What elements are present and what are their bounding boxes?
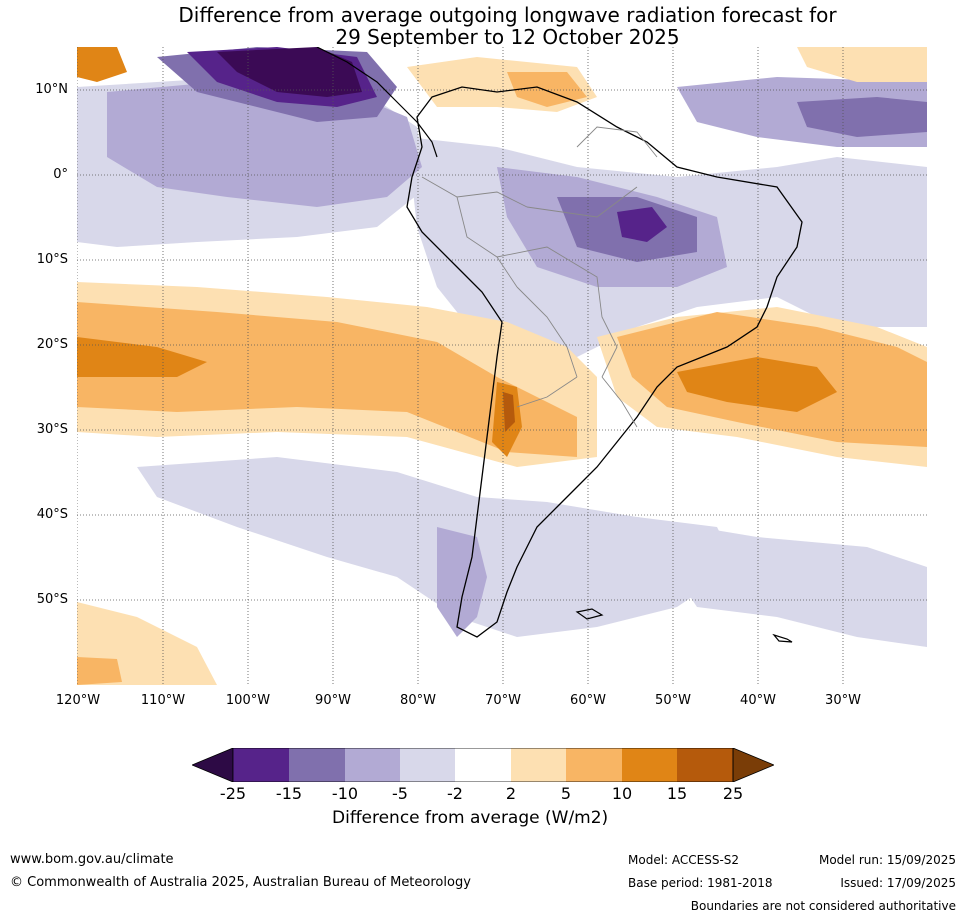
- colorbar-tick: -25: [219, 784, 247, 803]
- positive-atlantic-north-light: [797, 47, 927, 82]
- colorbar-tick: 5: [560, 784, 572, 803]
- lon-label-120w: 120°W: [55, 693, 101, 708]
- map-canvas: [76, 46, 927, 685]
- lat-label-40s: 40°S: [36, 507, 68, 522]
- lat-label-10n: 10°N: [35, 82, 68, 97]
- positive-band-east-strong: [677, 357, 837, 412]
- colorbar-segment-1: [233, 748, 289, 782]
- colorbar-tick: 25: [722, 784, 744, 803]
- colorbar-label: Difference from average (W/m2): [332, 808, 609, 828]
- country-borders: [421, 126, 658, 428]
- issued-text: Issued: 17/09/2025: [840, 876, 956, 890]
- colorbar-tick: 15: [666, 784, 688, 803]
- colorbar-high-extend: [732, 747, 776, 783]
- lat-label-0: 0°: [53, 167, 68, 182]
- colorbar-segment-8: [622, 748, 677, 782]
- colorbar-tick: -15: [275, 784, 303, 803]
- model-run-text: Model run: 15/09/2025: [818, 853, 956, 867]
- colorbar-graphic: [190, 747, 776, 783]
- lon-label-50w: 50°W: [655, 693, 691, 708]
- lon-label-60w: 60°W: [570, 693, 606, 708]
- model-text: Model: ACCESS-S2: [628, 853, 740, 867]
- central-america-coastline: [316, 46, 438, 158]
- falkland-islands: [575, 608, 604, 620]
- website-link[interactable]: www.bom.gov.au/climate: [10, 852, 174, 867]
- lat-label-50s: 50°S: [36, 592, 68, 607]
- anomaly-region-atlantic-strong: [797, 97, 927, 137]
- colorbar-segment-9: [677, 748, 733, 782]
- colorbar-tick: 2: [505, 784, 517, 803]
- lat-label-10s: 10°S: [36, 252, 68, 267]
- map-title: Difference from average outgoing longwav…: [0, 4, 965, 48]
- anomaly-region-southeast-light: [637, 517, 927, 647]
- south-america-coastline: [406, 86, 803, 638]
- lat-label-20s: 20°S: [36, 337, 68, 352]
- colorbar-low-extend: [190, 747, 234, 783]
- positive-pacific-northwest-strong: [77, 47, 127, 82]
- colorbar-segment-2: [289, 748, 345, 782]
- colorbar-segment-3: [345, 748, 400, 782]
- anomaly-region-patagonia-medium: [437, 527, 487, 637]
- title-line-2: 29 September to 12 October 2025: [335, 25, 680, 49]
- graticule: [76, 47, 927, 685]
- lon-label-30w: 30°W: [825, 693, 861, 708]
- base-period-text: Base period: 1981-2018: [628, 876, 773, 890]
- copyright-text: © Commonwealth of Australia 2025, Austra…: [10, 875, 471, 890]
- boundaries-disclaimer: Boundaries are not considered authoritat…: [690, 899, 956, 913]
- colorbar-segment-5: [455, 748, 511, 782]
- colorbar-segment-7: [566, 748, 622, 782]
- lon-label-100w: 100°W: [225, 693, 271, 708]
- colorbar-tick: -10: [331, 784, 359, 803]
- positive-pacific-southwest-medium: [77, 657, 122, 685]
- title-line-1: Difference from average outgoing longwav…: [178, 3, 837, 27]
- lon-label-110w: 110°W: [140, 693, 186, 708]
- colorbar-tick: -5: [392, 784, 408, 803]
- anomaly-region-north-extreme: [217, 47, 362, 97]
- colorbar-segment-4: [400, 748, 455, 782]
- positive-band-andes-very-strong: [503, 392, 515, 432]
- colorbar-tick: 10: [611, 784, 633, 803]
- lon-label-90w: 90°W: [315, 693, 351, 708]
- olr-anomaly-map: [76, 46, 927, 685]
- positive-band-subtropical-strong: [77, 337, 207, 377]
- lon-label-70w: 70°W: [485, 693, 521, 708]
- positive-band-subtropical-medium: [77, 302, 577, 457]
- colorbar: [190, 747, 776, 783]
- anomaly-region-amazon-very-strong: [617, 207, 667, 242]
- colorbar-tick: -2: [447, 784, 463, 803]
- colorbar-segment-6: [511, 748, 566, 782]
- lon-label-80w: 80°W: [400, 693, 436, 708]
- lat-label-30s: 30°S: [36, 422, 68, 437]
- lon-label-40w: 40°W: [740, 693, 776, 708]
- south-georgia: [772, 633, 793, 643]
